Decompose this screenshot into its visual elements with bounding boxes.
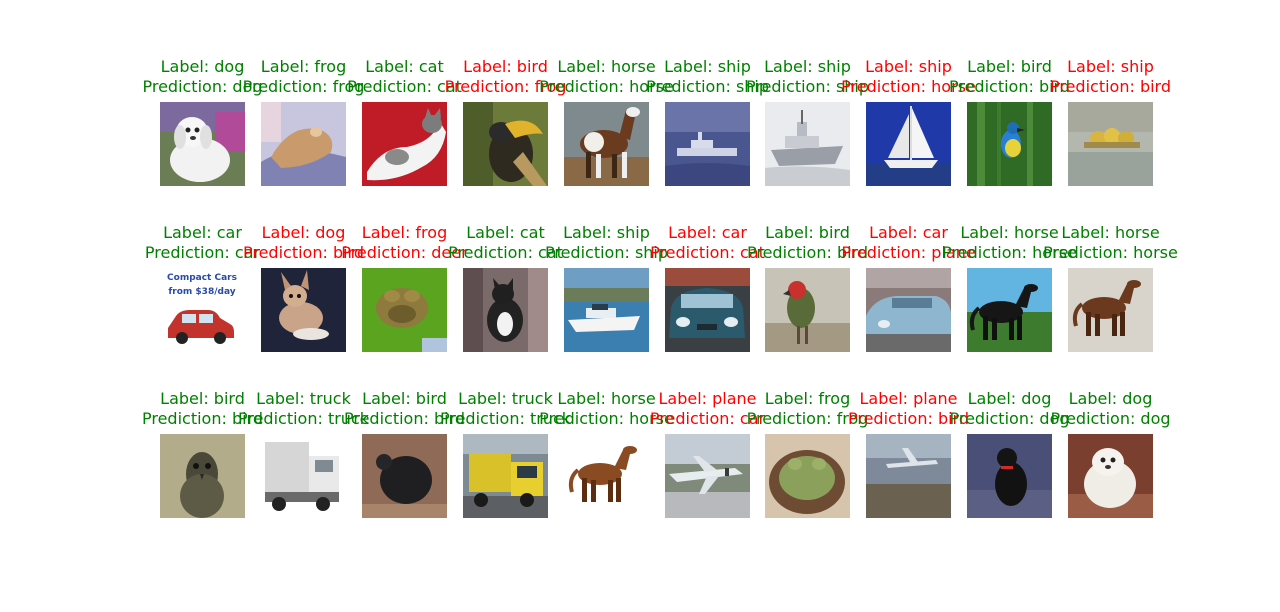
sample-prediction: Prediction: frog xyxy=(444,77,567,96)
sample-prediction: Prediction: dog xyxy=(1050,409,1171,428)
sample-label: Label: bird xyxy=(362,389,447,408)
sample-image xyxy=(967,102,1052,186)
sample-label: Label: ship xyxy=(664,57,751,76)
sample-image xyxy=(765,102,850,186)
sample-prediction: Prediction: bird xyxy=(242,243,365,262)
ad-text-line2: from $38/day xyxy=(168,287,235,297)
sample-label: Label: horse xyxy=(1061,223,1160,242)
sample-label: Label: horse xyxy=(557,57,656,76)
sample-image xyxy=(866,102,951,186)
sample-image xyxy=(362,268,447,352)
sample-image xyxy=(765,434,850,518)
sample-label: Label: bird xyxy=(160,389,245,408)
sample-image xyxy=(967,434,1052,518)
sample-prediction: Prediction: bird xyxy=(847,409,970,428)
sample-image xyxy=(160,102,245,186)
sample-label: Label: car xyxy=(163,223,242,242)
sample-image xyxy=(463,434,548,518)
sample-prediction: Prediction: bird xyxy=(141,409,264,428)
sample-label: Label: dog xyxy=(1068,389,1153,408)
sample-image xyxy=(564,102,649,186)
sample-prediction: Prediction: dog xyxy=(949,409,1070,428)
sample-label: Label: truck xyxy=(458,389,553,408)
sample-label: Label: bird xyxy=(967,57,1052,76)
sample-label: Label: frog xyxy=(764,389,851,408)
sample-image xyxy=(1068,268,1153,352)
sample-image: Compact Cars from $38/day xyxy=(160,268,245,352)
sample-label: Label: horse xyxy=(557,389,656,408)
sample-label: Label: cat xyxy=(466,223,545,242)
sample-label: Label: truck xyxy=(256,389,351,408)
sample-prediction: Prediction: horse xyxy=(539,409,674,428)
sample-prediction: Prediction: ship xyxy=(544,243,669,262)
sample-prediction: Prediction: bird xyxy=(746,243,869,262)
sample-image xyxy=(564,434,649,518)
sample-image xyxy=(463,268,548,352)
sample-label: Label: frog xyxy=(361,223,448,242)
sample-prediction: Prediction: bird xyxy=(1049,77,1172,96)
sample-label: Label: frog xyxy=(260,57,347,76)
sample-prediction: Prediction: frog xyxy=(746,409,869,428)
sample-prediction: Prediction: ship xyxy=(645,77,770,96)
sample-image xyxy=(261,102,346,186)
sample-label: Label: bird xyxy=(765,223,850,242)
sample-prediction: Prediction: car xyxy=(649,409,766,428)
sample-label: Label: bird xyxy=(463,57,548,76)
sample-image xyxy=(1068,102,1153,186)
sample-prediction: Prediction: cat xyxy=(448,243,563,262)
ad-text-line1: Compact Cars xyxy=(167,273,237,283)
sample-prediction: Prediction: bird xyxy=(948,77,1071,96)
sample-label: Label: car xyxy=(668,223,747,242)
sample-image xyxy=(362,434,447,518)
sample-image xyxy=(261,268,346,352)
sample-image xyxy=(967,268,1052,352)
sample-image xyxy=(463,102,548,186)
sample-image xyxy=(261,434,346,518)
sample-image xyxy=(765,268,850,352)
sample-prediction: Prediction: cat xyxy=(650,243,765,262)
sample-prediction: Prediction: horse xyxy=(1043,243,1178,262)
sample-prediction: Prediction: bird xyxy=(343,409,466,428)
sample-prediction: Prediction: horse xyxy=(539,77,674,96)
sample-prediction: Prediction: deer xyxy=(341,243,468,262)
sample-prediction: Prediction: truck xyxy=(439,409,572,428)
sample-label: Label: horse xyxy=(960,223,1059,242)
sample-prediction: Prediction: plane xyxy=(841,243,976,262)
sample-prediction: Prediction: horse xyxy=(841,77,976,96)
sample-image xyxy=(866,268,951,352)
sample-label: Label: dog xyxy=(160,57,245,76)
sample-label: Label: cat xyxy=(365,57,444,76)
sample-image xyxy=(665,268,750,352)
sample-image xyxy=(564,268,649,352)
sample-label: Label: ship xyxy=(764,57,851,76)
sample-label: Label: dog xyxy=(261,223,346,242)
sample-label: Label: dog xyxy=(967,389,1052,408)
sample-image xyxy=(665,102,750,186)
sample-image xyxy=(866,434,951,518)
sample-label: Label: car xyxy=(869,223,948,242)
sample-image xyxy=(665,434,750,518)
sample-label: Label: ship xyxy=(865,57,952,76)
sample-prediction: Prediction: car xyxy=(144,243,261,262)
sample-prediction: Prediction: truck xyxy=(237,409,370,428)
sample-label: Label: ship xyxy=(1067,57,1154,76)
sample-label: Label: ship xyxy=(563,223,650,242)
sample-image xyxy=(160,434,245,518)
sample-prediction: Prediction: horse xyxy=(942,243,1077,262)
sample-prediction: Prediction: dog xyxy=(142,77,263,96)
sample-image xyxy=(362,102,447,186)
sample-image xyxy=(1068,434,1153,518)
sample-prediction: Prediction: cat xyxy=(347,77,462,96)
sample-label: Label: plane xyxy=(859,389,958,408)
sample-prediction: Prediction: frog xyxy=(242,77,365,96)
sample-prediction: Prediction: ship xyxy=(745,77,870,96)
sample-label: Label: plane xyxy=(658,389,757,408)
